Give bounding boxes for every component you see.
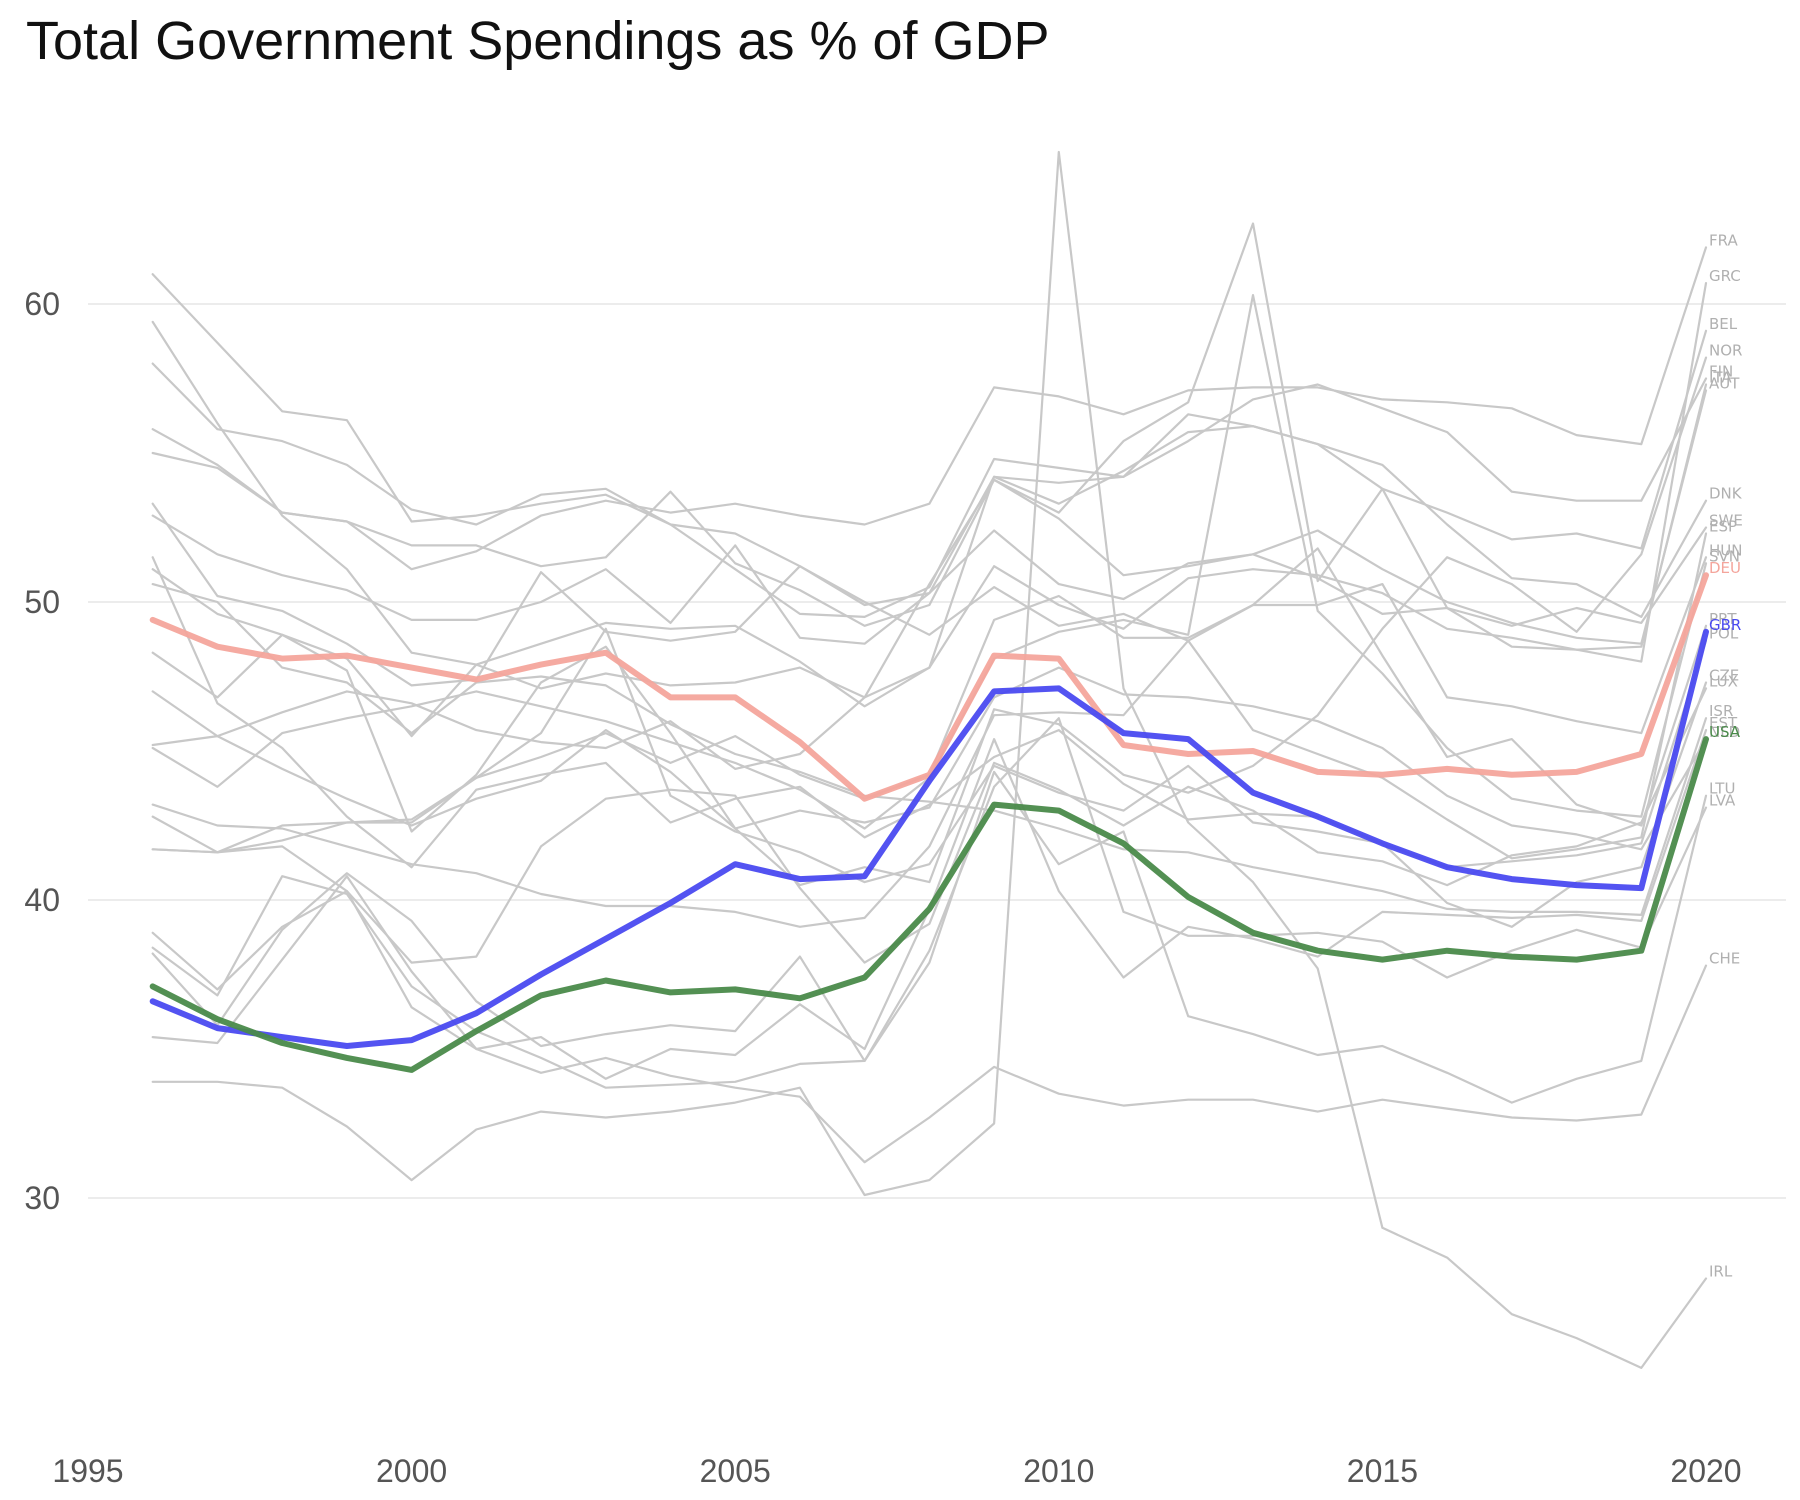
end-label-swe: SWE bbox=[1709, 512, 1743, 530]
end-label-deu: DEU bbox=[1709, 559, 1741, 577]
series-line-bel bbox=[151, 329, 1708, 645]
x-tick-label: 2010 bbox=[1023, 1453, 1094, 1489]
end-label-nor: NOR bbox=[1709, 342, 1742, 360]
end-label-esp: ESP bbox=[1709, 517, 1737, 535]
end-label-nld: NLD bbox=[1709, 723, 1740, 741]
y-tick-label: 30 bbox=[24, 1180, 60, 1216]
x-tick-label: 2000 bbox=[376, 1453, 447, 1489]
series-line-che bbox=[151, 875, 1708, 1164]
x-tick-label: 2015 bbox=[1347, 1453, 1418, 1489]
end-label-dnk: DNK bbox=[1709, 485, 1743, 503]
series-line-aut bbox=[151, 389, 1708, 645]
end-label-aut: AUT bbox=[1709, 374, 1740, 392]
y-tick-label: 40 bbox=[24, 882, 60, 918]
x-tick-label: 2005 bbox=[700, 1453, 771, 1489]
end-label-lux: LUX bbox=[1709, 672, 1738, 690]
series-line-nld bbox=[151, 666, 1708, 851]
end-label-lva: LVA bbox=[1709, 792, 1736, 810]
chart-title: Total Government Spendings as % of GDP bbox=[26, 11, 1050, 71]
end-label-cze: CZE bbox=[1709, 666, 1739, 684]
end-label-gbr: GBR bbox=[1709, 616, 1741, 634]
end-label-prt: PRT bbox=[1709, 610, 1737, 628]
series-line-ltu bbox=[151, 770, 1708, 1104]
x-axis: 1995 2000 2005 2010 2015 2020 bbox=[52, 1453, 1741, 1489]
series-line-cze bbox=[151, 627, 1708, 928]
end-label-svn: SVN bbox=[1709, 547, 1740, 565]
series-line-lva bbox=[151, 717, 1708, 1063]
end-label-hun: HUN bbox=[1709, 541, 1742, 559]
end-label-fin: FIN bbox=[1709, 363, 1733, 381]
series-line-lux bbox=[151, 687, 1708, 964]
end-label-irl: IRL bbox=[1709, 1262, 1733, 1280]
end-label-ltu: LTU bbox=[1709, 780, 1735, 798]
series-line-swe bbox=[151, 273, 1708, 627]
x-tick-label: 1995 bbox=[52, 1453, 123, 1489]
series-line-irl bbox=[151, 150, 1708, 1370]
series-line-fin bbox=[151, 320, 1708, 708]
series-line-grc bbox=[151, 222, 1708, 771]
end-label-usa: USA bbox=[1709, 723, 1741, 741]
series-line-ita bbox=[151, 383, 1708, 738]
y-tick-label: 50 bbox=[24, 584, 60, 620]
series-line-usa bbox=[149, 736, 1709, 1073]
end-label-fra: FRA bbox=[1709, 231, 1738, 249]
series-line-gbr bbox=[149, 628, 1709, 1049]
x-tick-label: 2020 bbox=[1670, 1453, 1741, 1489]
end-label-che: CHE bbox=[1709, 950, 1740, 968]
end-label-grc: GRC bbox=[1709, 267, 1741, 285]
grid-layer bbox=[88, 303, 1786, 1199]
series-line-nor bbox=[151, 356, 1708, 887]
series-layer bbox=[149, 150, 1709, 1370]
series-line-esp bbox=[151, 532, 1708, 928]
y-tick-label: 60 bbox=[24, 286, 60, 322]
y-axis: 30 40 50 60 bbox=[24, 286, 60, 1216]
end-label-isr: ISR bbox=[1709, 702, 1733, 720]
series-line-dnk bbox=[151, 362, 1708, 619]
end-label-ita: ITA bbox=[1709, 368, 1732, 386]
series-line-isr bbox=[151, 582, 1708, 917]
series-line-fra bbox=[151, 246, 1708, 571]
end-label-bel: BEL bbox=[1709, 315, 1738, 333]
series-line-deu bbox=[149, 572, 1709, 802]
end-label-pol: POL bbox=[1709, 625, 1739, 643]
end-label-est: EST bbox=[1709, 714, 1738, 732]
series-line-svn bbox=[151, 294, 1708, 830]
series-line-hun bbox=[151, 502, 1708, 735]
